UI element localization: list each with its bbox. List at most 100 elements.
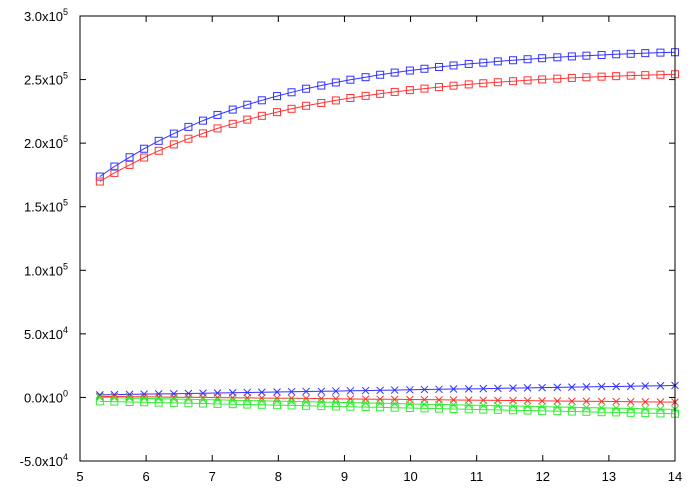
cross-marker bbox=[464, 385, 473, 393]
square-marker bbox=[302, 84, 311, 93]
cross-marker bbox=[538, 402, 546, 411]
square-marker bbox=[287, 401, 296, 410]
square-marker bbox=[331, 78, 340, 87]
square-marker bbox=[95, 172, 104, 181]
square-marker bbox=[582, 407, 591, 416]
square-marker bbox=[626, 49, 635, 58]
cross-marker bbox=[361, 395, 370, 403]
cross-marker bbox=[523, 396, 532, 405]
series-red-squares bbox=[95, 70, 679, 186]
cross-marker bbox=[479, 401, 488, 410]
square-marker bbox=[317, 402, 326, 411]
square-marker bbox=[228, 400, 237, 409]
square-marker bbox=[479, 405, 488, 414]
y-tick-label: 1.0x105 bbox=[24, 261, 68, 278]
square-marker bbox=[125, 160, 134, 169]
series-blue-crosses bbox=[95, 381, 679, 399]
square-marker bbox=[493, 405, 502, 414]
cross-marker bbox=[331, 398, 340, 407]
cross-marker bbox=[612, 382, 621, 391]
square-marker bbox=[612, 72, 621, 81]
y-tick-label: 2.5x105 bbox=[24, 71, 68, 88]
square-marker bbox=[538, 406, 547, 415]
cross-marker bbox=[346, 398, 355, 407]
square-marker bbox=[140, 398, 149, 407]
square-marker bbox=[95, 397, 104, 406]
cross-marker bbox=[523, 402, 532, 411]
square-marker bbox=[169, 129, 178, 138]
square-marker bbox=[434, 404, 443, 413]
y-tick-label: 1.5x105 bbox=[24, 198, 68, 215]
square-marker bbox=[331, 402, 340, 411]
square-marker bbox=[125, 153, 134, 162]
square-marker bbox=[538, 54, 547, 63]
x-tick-label: 9 bbox=[341, 469, 348, 484]
square-marker bbox=[493, 78, 502, 87]
square-marker bbox=[509, 56, 518, 65]
square-marker bbox=[509, 406, 518, 415]
cross-marker bbox=[273, 397, 281, 405]
cross-marker bbox=[273, 394, 281, 403]
square-marker bbox=[641, 71, 650, 80]
cross-marker bbox=[479, 384, 488, 393]
cross-marker bbox=[376, 399, 384, 408]
cross-marker bbox=[302, 397, 310, 406]
square-marker bbox=[405, 403, 414, 412]
square-marker bbox=[449, 61, 458, 70]
y-tick-label: -5.0x104 bbox=[20, 452, 68, 469]
square-marker bbox=[331, 96, 340, 105]
series-line bbox=[99, 51, 676, 178]
cross-marker bbox=[361, 399, 370, 407]
square-marker bbox=[198, 116, 207, 125]
square-marker bbox=[582, 73, 591, 82]
square-marker bbox=[405, 86, 414, 95]
cross-marker bbox=[597, 397, 606, 406]
square-marker bbox=[125, 398, 134, 407]
square-marker bbox=[479, 58, 488, 67]
square-marker bbox=[257, 111, 266, 120]
square-marker bbox=[257, 400, 266, 409]
square-marker bbox=[110, 168, 119, 177]
cross-marker bbox=[317, 387, 326, 396]
cross-marker bbox=[273, 388, 281, 396]
cross-marker bbox=[287, 397, 296, 406]
x-tick-label: 6 bbox=[142, 469, 149, 484]
cross-marker bbox=[390, 386, 399, 394]
cross-marker bbox=[110, 392, 119, 401]
x-tick-label: 14 bbox=[668, 469, 682, 484]
cross-marker bbox=[376, 386, 384, 395]
square-marker bbox=[154, 398, 163, 407]
x-tick-label: 13 bbox=[602, 469, 616, 484]
square-marker bbox=[493, 57, 502, 66]
cross-marker bbox=[582, 383, 591, 391]
cross-marker bbox=[184, 395, 193, 404]
square-marker bbox=[228, 105, 237, 114]
series-green-crosses bbox=[95, 393, 679, 414]
y-tick-label: 0.0x100 bbox=[24, 388, 68, 405]
square-marker bbox=[213, 110, 222, 119]
series-line bbox=[99, 396, 676, 410]
square-marker bbox=[169, 140, 178, 149]
square-marker bbox=[154, 146, 163, 155]
cross-marker bbox=[317, 394, 326, 403]
cross-marker bbox=[331, 394, 340, 403]
cross-marker bbox=[509, 384, 517, 393]
square-marker bbox=[612, 50, 621, 59]
square-marker bbox=[154, 136, 163, 145]
square-marker bbox=[273, 108, 282, 117]
square-marker bbox=[449, 404, 458, 413]
square-marker bbox=[612, 408, 621, 417]
square-marker bbox=[169, 398, 178, 407]
cross-marker bbox=[302, 394, 310, 403]
square-marker bbox=[184, 399, 193, 408]
square-marker bbox=[302, 101, 311, 110]
square-marker bbox=[464, 80, 473, 89]
square-marker bbox=[257, 96, 266, 105]
square-marker bbox=[641, 49, 650, 58]
cross-marker bbox=[626, 397, 635, 406]
series-blue-squares bbox=[95, 48, 679, 181]
cross-marker bbox=[538, 397, 546, 405]
series-green-squares bbox=[95, 397, 679, 418]
